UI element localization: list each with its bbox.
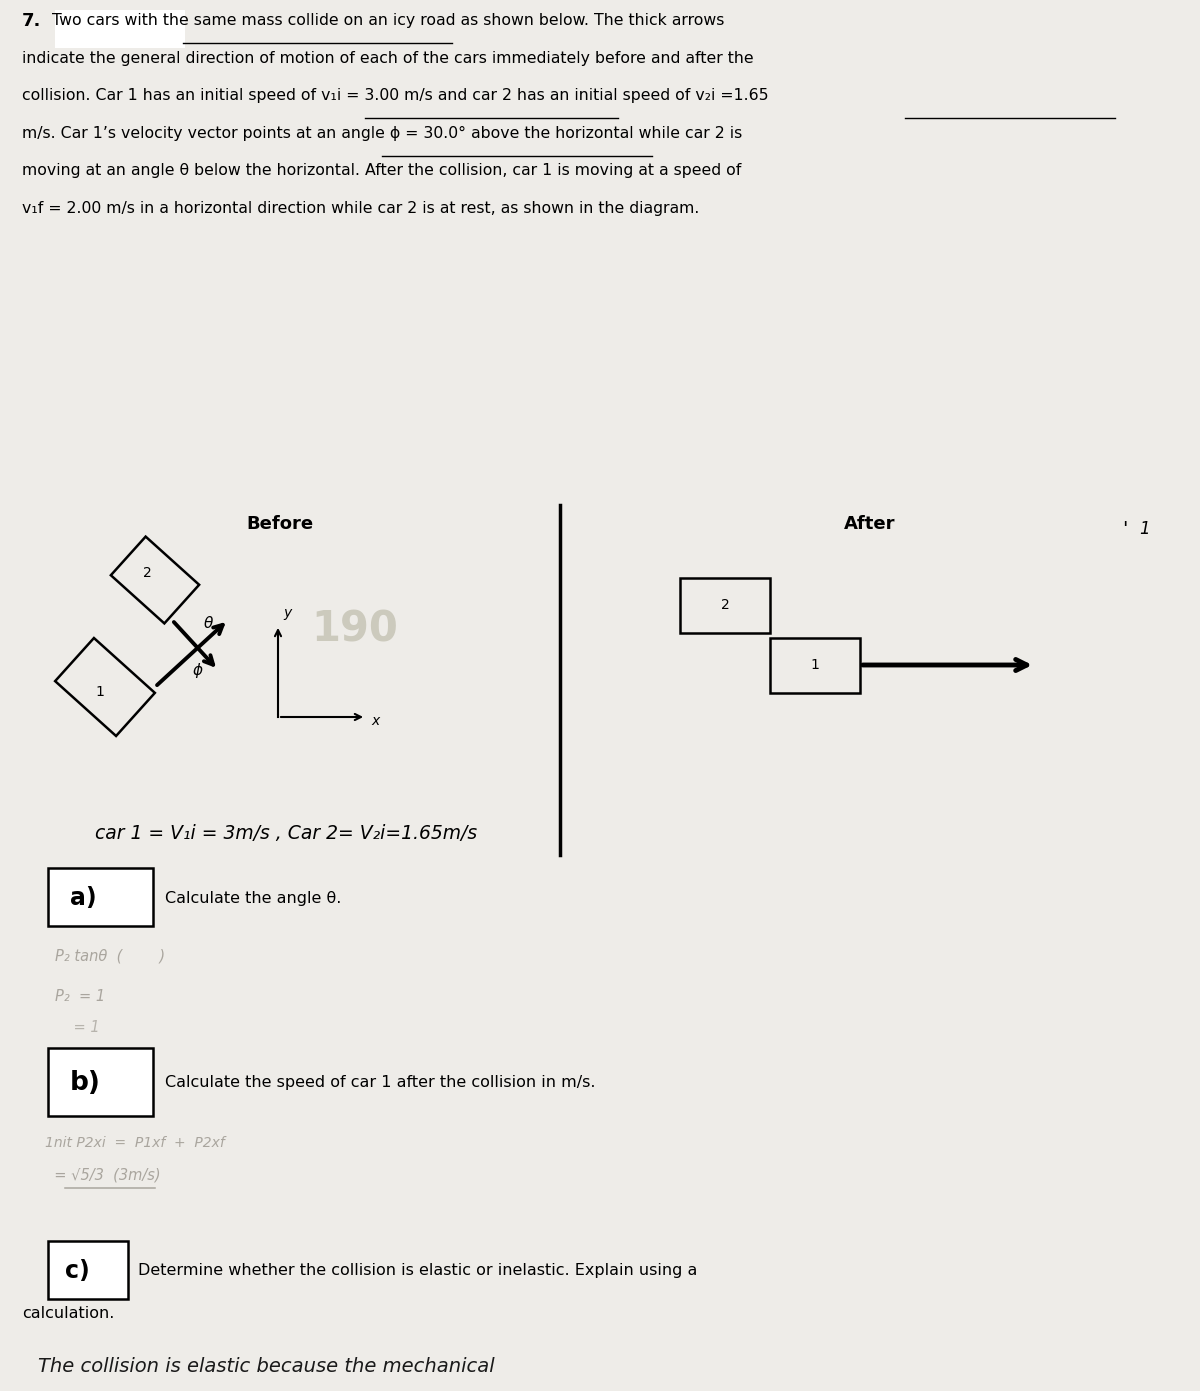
Text: 1: 1 bbox=[96, 684, 104, 700]
Text: car 1 = V₁i = 3m/s , Car 2= V₂i=1.65m/s: car 1 = V₁i = 3m/s , Car 2= V₂i=1.65m/s bbox=[95, 823, 478, 843]
Text: y: y bbox=[283, 606, 292, 620]
Text: ϕ: ϕ bbox=[193, 662, 203, 677]
Text: Calculate the angle θ.: Calculate the angle θ. bbox=[166, 890, 341, 906]
Bar bbox=[680, 577, 770, 633]
Text: = √5/3  (3m/s): = √5/3 (3m/s) bbox=[46, 1167, 161, 1182]
Text: P₂  = 1: P₂ = 1 bbox=[55, 989, 106, 1003]
Text: Two cars with the same mass collide on an icy road as shown below. The thick arr: Two cars with the same mass collide on a… bbox=[22, 13, 725, 28]
Text: The collision is elastic because the mechanical: The collision is elastic because the mec… bbox=[38, 1356, 494, 1376]
Text: Calculate the speed of car 1 after the collision in m/s.: Calculate the speed of car 1 after the c… bbox=[166, 1075, 595, 1091]
Text: 190: 190 bbox=[312, 609, 398, 651]
Text: m/s. Car 1’s velocity vector points at an angle ϕ = 30.0° above the horizontal w: m/s. Car 1’s velocity vector points at a… bbox=[22, 125, 743, 140]
Text: Determine whether the collision is elastic or inelastic. Explain using a: Determine whether the collision is elast… bbox=[138, 1263, 697, 1278]
Text: Before: Before bbox=[246, 515, 313, 533]
Text: a): a) bbox=[70, 886, 97, 910]
Text: 1: 1 bbox=[810, 658, 820, 672]
Text: moving at an angle θ below the horizontal. After the collision, car 1 is moving : moving at an angle θ below the horizonta… bbox=[22, 163, 742, 178]
Text: collision. Car 1 has an initial speed of v₁i = 3.00 m/s and car 2 has an initial: collision. Car 1 has an initial speed of… bbox=[22, 88, 769, 103]
Text: indicate the general direction of motion of each of the cars immediately before : indicate the general direction of motion… bbox=[22, 50, 754, 65]
Text: calculation.: calculation. bbox=[22, 1306, 114, 1320]
Text: v₁f = 2.00 m/s in a horizontal direction while car 2 is at rest, as shown in the: v₁f = 2.00 m/s in a horizontal direction… bbox=[22, 200, 700, 216]
Text: 2: 2 bbox=[143, 566, 151, 580]
Text: = 1: = 1 bbox=[55, 1021, 100, 1035]
Bar bbox=[55, 10, 185, 49]
Bar bbox=[48, 868, 154, 926]
Bar bbox=[48, 1047, 154, 1116]
Text: 1nit P2xi  =  P1xf  +  P2xf: 1nit P2xi = P1xf + P2xf bbox=[46, 1136, 224, 1150]
Text: x: x bbox=[371, 714, 379, 727]
Text: b): b) bbox=[70, 1070, 101, 1096]
Text: P₂ tanθ  (        ): P₂ tanθ ( ) bbox=[55, 949, 166, 964]
Text: 2: 2 bbox=[721, 598, 730, 612]
Text: ': ' bbox=[1122, 520, 1128, 538]
Text: θ: θ bbox=[203, 615, 212, 630]
Bar bbox=[48, 1241, 128, 1299]
Text: After: After bbox=[845, 515, 895, 533]
Text: 1: 1 bbox=[1140, 520, 1151, 538]
Text: c): c) bbox=[65, 1259, 90, 1283]
Text: 7.: 7. bbox=[22, 13, 41, 31]
Bar bbox=[770, 637, 860, 693]
